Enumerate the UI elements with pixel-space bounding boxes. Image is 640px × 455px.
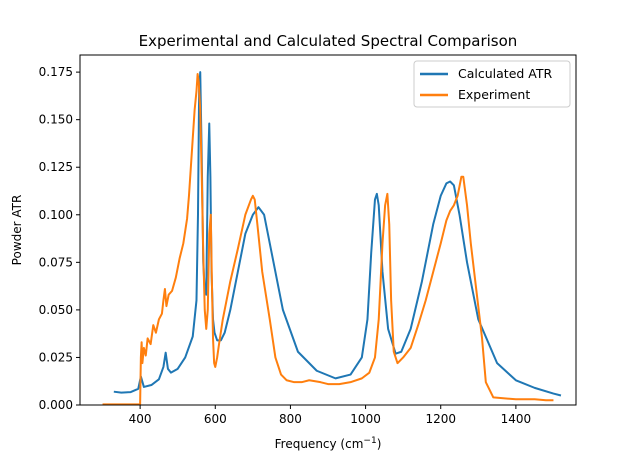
x-tick-label: 1000	[350, 412, 381, 426]
x-tick-label: 1200	[425, 412, 456, 426]
y-tick-label: 0.025	[39, 350, 73, 364]
x-tick-label: 1400	[501, 412, 532, 426]
series-line-calculated-atr	[113, 71, 562, 397]
legend-label-calculated-atr: Calculated ATR	[458, 66, 553, 81]
y-tick-label: 0.150	[39, 113, 73, 127]
series-line-experiment	[102, 73, 554, 406]
y-tick-label: 0.125	[39, 160, 73, 174]
y-tick-label: 0.050	[39, 303, 73, 317]
y-tick-label: 0.100	[39, 208, 73, 222]
y-tick-label: 0.000	[39, 398, 73, 412]
x-tick-label: 800	[279, 412, 302, 426]
y-axis-label: Powder ATR	[10, 195, 24, 266]
x-tick-label: 400	[129, 412, 152, 426]
x-axis-ticks: 400 600 800 1000 1200 1400	[129, 405, 531, 426]
x-tick-label: 600	[204, 412, 227, 426]
y-tick-label: 0.075	[39, 255, 73, 269]
x-axis-label-main: Frequency (cm	[275, 437, 364, 451]
y-tick-label: 0.175	[39, 65, 73, 79]
series-layer	[102, 71, 562, 406]
y-axis-ticks: 0.000 0.025 0.050 0.075 0.100 0.125 0.150 0.175	[39, 65, 80, 412]
x-axis-label: Frequency (cm−1)	[275, 436, 382, 451]
legend-box	[413, 60, 571, 108]
x-axis-label-superscript: −1	[363, 436, 376, 446]
chart-title: Experimental and Calculated Spectral Com…	[139, 32, 518, 50]
plot-frame	[79, 54, 577, 406]
legend: Calculated ATR Experiment	[413, 60, 571, 108]
legend-label-experiment: Experiment	[458, 87, 530, 102]
x-axis-label-close: )	[377, 437, 382, 451]
